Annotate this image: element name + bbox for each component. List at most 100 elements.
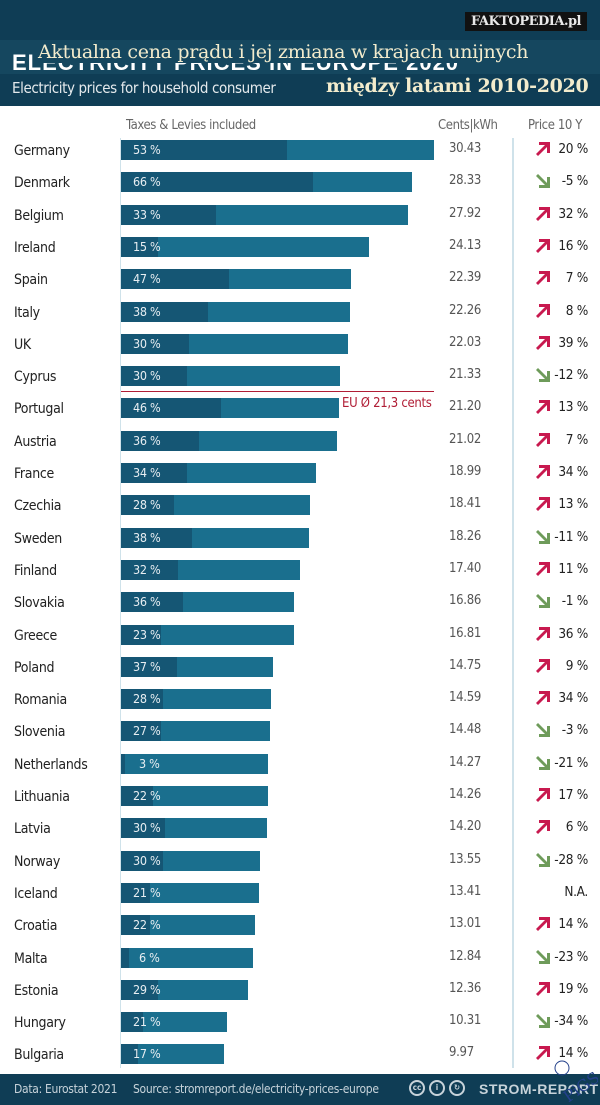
country-label: Norway	[14, 853, 60, 870]
arrow-down-icon	[535, 367, 551, 383]
price-bar: 6 %	[121, 947, 254, 968]
arrow-up-icon	[535, 238, 551, 254]
price-bar: 29 %	[121, 979, 249, 1000]
price-change-value: 8 %	[565, 302, 589, 319]
chart-title-overlay-2: między latami 2010-2020	[326, 75, 589, 97]
column-separator	[512, 138, 514, 1068]
price-value: 14.59	[449, 690, 481, 706]
price-bar: 23 %	[121, 624, 294, 645]
price-change-value: 7 %	[565, 270, 589, 287]
chart-row: Slovakia 36 % 16.86 -1 %	[0, 590, 600, 622]
price-bar: 21 %	[121, 882, 259, 903]
chart-row: Czechia 28 % 18.41 13 %	[0, 493, 600, 525]
tax-share-bar	[121, 1044, 139, 1065]
price-bar: 47 %	[121, 269, 352, 290]
price-value: 14.75	[449, 657, 481, 673]
price-bar: 32 %	[121, 559, 300, 580]
chart-row: Belgium 33 % 27.92 32 %	[0, 203, 600, 235]
price-change-value: -3 %	[561, 722, 589, 739]
tax-share-bar	[121, 172, 314, 193]
tax-share-bar	[121, 430, 199, 451]
by-icon: i	[429, 1080, 445, 1096]
source-link[interactable]: Source: stromreport.de/electricity-price…	[133, 1082, 379, 1096]
price-value: 16.86	[449, 593, 481, 609]
tax-share-label: 47 %	[133, 271, 161, 287]
country-label: Austria	[14, 433, 57, 450]
tax-share-bar	[121, 301, 208, 322]
country-label: Cyprus	[14, 369, 57, 386]
chart-row: Finland 32 % 17.40 11 %	[0, 558, 600, 590]
country-label: Spain	[14, 272, 48, 289]
country-label: Italy	[14, 304, 40, 321]
price-value: 14.48	[449, 722, 481, 738]
price-bar: 30 %	[121, 333, 348, 354]
price-change-value: 16 %	[558, 237, 588, 254]
price-change-value: 14 %	[558, 916, 588, 933]
arrow-up-icon	[535, 626, 551, 642]
tax-share-label: 66 %	[133, 174, 161, 190]
price-change-value: 34 %	[558, 690, 588, 707]
price-change-value: 32 %	[558, 205, 588, 222]
country-label: Denmark	[14, 175, 70, 192]
arrow-up-icon	[535, 658, 551, 674]
price-value: 12.36	[449, 980, 481, 996]
tax-share-label: 38 %	[133, 303, 161, 319]
price-bar: 30 %	[121, 850, 261, 871]
tax-share-bar	[121, 559, 179, 580]
arrow-up-icon	[535, 981, 551, 997]
country-label: Slovakia	[14, 595, 65, 612]
tax-share-label: 30 %	[133, 368, 161, 384]
price-change-value: 13 %	[558, 496, 588, 513]
price-column-header: Cents|kWh	[438, 118, 498, 133]
tax-share-bar	[121, 850, 163, 871]
taxes-column-header: Taxes & Levies included	[126, 118, 256, 133]
country-label: Estonia	[14, 982, 59, 999]
change-column-header: Price 10 Y	[528, 118, 582, 133]
chart-row: Poland 37 % 14.75 9 %	[0, 655, 600, 687]
chart-row: Germany 53 % 30.43 20 %	[0, 138, 600, 170]
price-change-value: -5 %	[561, 173, 589, 190]
price-value: 14.27	[449, 754, 481, 770]
country-label: Belgium	[14, 207, 64, 224]
tax-share-label: 34 %	[133, 465, 161, 480]
price-value: 21.33	[449, 367, 481, 383]
arrow-up-icon	[535, 690, 551, 706]
tax-share-label: 38 %	[133, 529, 161, 545]
tax-share-bar	[121, 947, 129, 968]
chart-row: Greece 23 % 16.81 36 %	[0, 623, 600, 655]
tax-share-label: 22 %	[133, 788, 161, 803]
price-change-value: -23 %	[554, 948, 588, 965]
tax-share-bar	[121, 979, 158, 1000]
chart-row: Latvia 30 % 14.20 6 %	[0, 816, 600, 848]
price-bar: 34 %	[121, 463, 317, 483]
price-value: 21.02	[449, 431, 481, 447]
country-label: Hungary	[14, 1015, 66, 1032]
arrow-down-icon	[535, 1013, 551, 1029]
country-label: Poland	[14, 659, 55, 676]
chart-row: Croatia 22 % 13.01 14 %	[0, 913, 600, 945]
price-change-value: -12 %	[554, 367, 588, 384]
arrow-up-icon	[535, 464, 551, 480]
arrow-down-icon	[535, 722, 551, 738]
svg-text:PiGS: PiGS	[560, 1068, 598, 1102]
chart-row: Iceland 21 % 13.41 N.A.	[0, 881, 600, 913]
country-label: Slovenia	[14, 724, 66, 741]
price-change-value: 14 %	[558, 1045, 588, 1062]
country-label: Greece	[14, 627, 58, 644]
price-bar: 37 %	[121, 656, 273, 677]
tax-share-bar	[121, 495, 174, 516]
price-value: 14.26	[449, 787, 481, 802]
chart-row: Ireland 15 % 24.13 16 %	[0, 235, 600, 267]
tax-share-bar	[121, 624, 161, 645]
tax-share-bar	[121, 1012, 144, 1033]
tax-share-label: 37 %	[133, 658, 161, 674]
chart-row: Portugal 46 % 21.20 13 %	[0, 396, 600, 428]
chart-row: Bulgaria 17 % 9.97 14 %	[0, 1042, 600, 1074]
price-value: 14.20	[449, 819, 481, 835]
chart-row: Austria 36 % 21.02 7 %	[0, 429, 600, 461]
price-bar: 22 %	[121, 915, 255, 936]
chart-row: Sweden 38 % 18.26 -11 %	[0, 526, 600, 558]
strom-report-logo: STROM-REPORT	[479, 1081, 599, 1097]
tax-share-label: 6 %	[139, 949, 160, 965]
tax-share-bar	[121, 269, 230, 290]
